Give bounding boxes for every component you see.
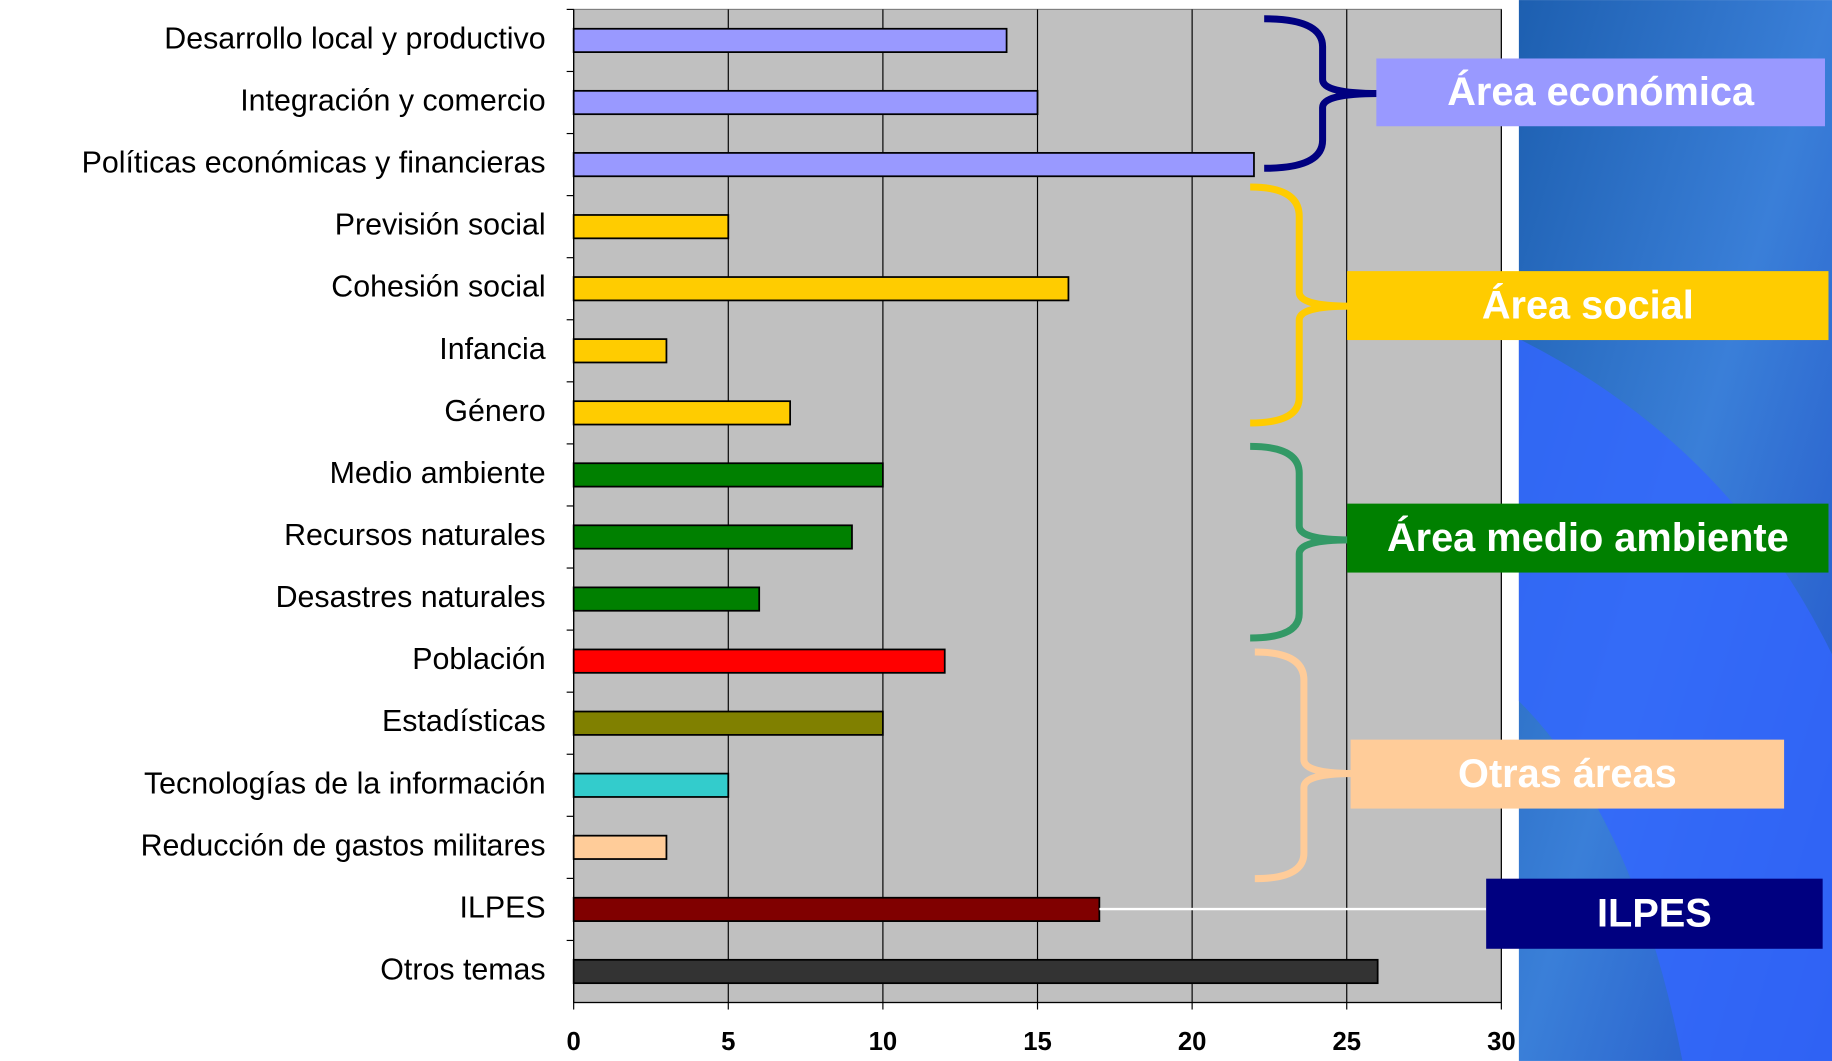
annotation-label: ILPES [1597, 892, 1712, 936]
bar [574, 898, 1100, 921]
y-tick-label: Políticas económicas y financieras [82, 147, 546, 180]
annotation-label: Área medio ambiente [1387, 515, 1789, 560]
bar [574, 463, 883, 486]
bar [574, 587, 760, 610]
y-tick-label: Género [444, 395, 545, 428]
y-tick-label: Desastres naturales [276, 581, 546, 614]
bar [574, 215, 729, 238]
bar [574, 153, 1254, 176]
y-tick-label: Infancia [439, 333, 545, 366]
y-tick-label: Estadísticas [382, 705, 546, 738]
y-tick-label: Medio ambiente [330, 457, 546, 490]
x-tick-label: 5 [721, 1028, 735, 1056]
x-tick-label: 25 [1332, 1028, 1361, 1056]
y-tick-label: Población [412, 643, 545, 676]
y-tick-label: Previsión social [335, 209, 546, 242]
x-tick-label: 0 [567, 1028, 581, 1056]
bar [574, 712, 883, 735]
bar [574, 774, 729, 797]
y-tick-label: Recursos naturales [284, 519, 546, 552]
y-tick-label: Cohesión social [331, 271, 545, 304]
annotation-label: Otras áreas [1458, 752, 1677, 796]
bar [574, 277, 1069, 300]
bar [574, 339, 667, 362]
y-tick-label: Otros temas [380, 954, 545, 987]
y-tick-label: Tecnologías de la información [144, 767, 546, 800]
y-tick-label: Desarrollo local y productivo [164, 22, 545, 55]
x-tick-label: 20 [1178, 1028, 1207, 1056]
y-tick-label: ILPES [460, 891, 546, 924]
annotation-label: Área social [1482, 282, 1694, 327]
chart: 0 5 10 15 20 25 30 Desarrollo local y productiv… [0, 0, 1832, 1061]
bar [574, 29, 1007, 52]
y-tick-label: Reducción de gastos militares [141, 829, 546, 862]
x-tick-label: 15 [1023, 1028, 1052, 1056]
x-tick-label: 10 [869, 1028, 898, 1056]
bar [574, 401, 790, 424]
bar [574, 525, 852, 548]
y-tick-label: Integración y comercio [240, 85, 545, 118]
bar [574, 91, 1038, 114]
x-tick-label: 30 [1487, 1028, 1516, 1056]
annotation-label: Área económica [1447, 69, 1755, 114]
bar [574, 960, 1378, 983]
bar [574, 836, 667, 859]
bar [574, 649, 945, 672]
